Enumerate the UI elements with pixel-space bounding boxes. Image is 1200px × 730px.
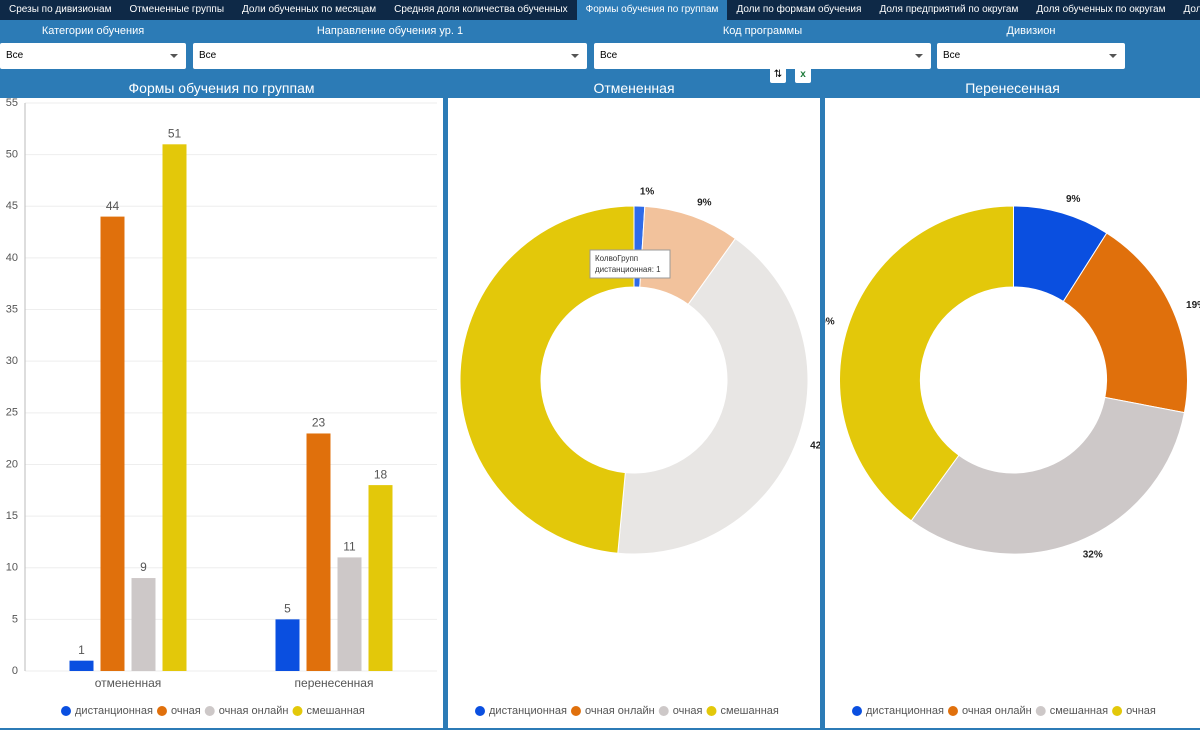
legend-marker: [475, 706, 485, 716]
data-label: 1%: [640, 187, 655, 198]
legend-marker: [61, 706, 71, 716]
y-tick-label: 25: [6, 407, 18, 419]
sort-button[interactable]: ⇅: [770, 67, 786, 83]
data-label: 40%: [825, 317, 835, 328]
donut-slice: [459, 205, 635, 554]
panel: 9% 19% 32% 40% дистанционная очная онлайн смеш…: [825, 98, 1200, 728]
legend-marker: [706, 706, 717, 716]
y-tick-label: 50: [6, 149, 18, 161]
data-label: 9%: [697, 198, 712, 209]
tooltip-title: КолвоГрупп: [595, 254, 638, 263]
y-tick-label: 10: [6, 562, 18, 574]
legend-label: дистанционная: [489, 705, 567, 717]
data-label: 5: [284, 602, 291, 616]
filter-label: Направление обучения ур. 1: [316, 25, 464, 37]
y-tick-label: 30: [6, 355, 18, 367]
filter-select[interactable]: Все: [937, 43, 1125, 69]
legend-marker: [658, 706, 669, 716]
data-label: 18: [374, 467, 388, 481]
bar: [368, 485, 393, 671]
data-label: 1: [78, 643, 85, 657]
excel-button[interactable]: x: [795, 67, 811, 83]
chart: 1% 9% 42% дистанционная очная онлайн очная сме…: [459, 187, 820, 717]
panel-title: Формы обучения по группам: [128, 80, 315, 96]
tab[interactable]: Средняя доля количества обученных: [394, 4, 568, 15]
bar: [69, 660, 94, 671]
data-label: 42%: [810, 440, 820, 451]
legend-marker: [852, 706, 862, 716]
tab[interactable]: Доли по формам обучения: [736, 4, 862, 15]
y-tick-label: 55: [6, 98, 18, 109]
chart: 0 5 10 15 20 25 30 35 40 45 50 55 отмененная 1 44 9 51 пе…: [6, 98, 437, 717]
tab[interactable]: Доля очников относите: [1183, 4, 1200, 15]
y-tick-label: 35: [6, 303, 18, 315]
legend-marker: [292, 706, 303, 716]
tab[interactable]: Доля обученных по округам: [1036, 4, 1166, 15]
bar: [337, 557, 362, 671]
data-label: 23: [312, 416, 326, 430]
filter-select[interactable]: Все: [594, 43, 931, 69]
legend-label: смешанная: [307, 705, 365, 717]
donut-slice: [1062, 232, 1188, 414]
tab[interactable]: Срезы по дивизионам: [9, 4, 112, 15]
legend-label: очная онлайн: [219, 705, 289, 717]
legend-label: дистанционная: [75, 705, 153, 717]
tab[interactable]: Отмененные группы: [129, 4, 225, 15]
donut-slice: [910, 396, 1186, 555]
data-label: 51: [168, 126, 182, 140]
filter-select[interactable]: Все: [0, 43, 186, 69]
y-tick-label: 45: [6, 200, 18, 212]
tooltip-box: [589, 249, 671, 279]
legend-label: очная: [171, 705, 201, 717]
legend-marker: [1035, 706, 1046, 716]
legend-label: смешанная: [1050, 705, 1108, 717]
y-tick-label: 5: [12, 613, 18, 625]
tooltip-text: дистанционная: 1: [595, 265, 661, 274]
legend-marker: [204, 706, 215, 716]
bar: [162, 144, 187, 671]
tab[interactable]: Доля предприятий по округам: [879, 4, 1019, 15]
data-label: 11: [343, 540, 356, 554]
panel: 0 5 10 15 20 25 30 35 40 45 50 55 отмененная 1 44 9 51 пе…: [0, 98, 443, 728]
tab[interactable]: Доли обученных по месяцам: [242, 4, 377, 15]
data-label: 19%: [1186, 300, 1200, 311]
tab[interactable]: Формы обучения по группам: [576, 0, 728, 20]
donut-slice: [617, 237, 809, 555]
legend-label: дистанционная: [866, 705, 944, 717]
bar: [131, 578, 156, 671]
bar: [275, 619, 300, 671]
x-tick-label: отмененная: [95, 676, 162, 690]
panel-title: Перенесенная: [965, 80, 1060, 96]
filter-label: Дивизион: [1006, 25, 1056, 37]
legend-label: очная онлайн: [585, 705, 655, 717]
y-tick-label: 20: [6, 458, 18, 470]
legend-marker: [1112, 706, 1123, 716]
legend-marker: [570, 706, 581, 716]
data-label: 32%: [1083, 549, 1103, 560]
donut-slice: [839, 205, 1014, 522]
y-tick-label: 40: [6, 252, 18, 264]
y-tick-label: 0: [12, 665, 18, 677]
bar: [306, 433, 331, 671]
legend-label: очная онлайн: [962, 705, 1032, 717]
tab-bar: Срезы по дивизионам Отмененные группы Доли…: [0, 0, 1200, 20]
data-label: 9%: [1066, 194, 1081, 205]
legend-marker: [156, 706, 167, 716]
legend-label: очная: [673, 705, 703, 717]
legend-label: смешанная: [721, 705, 779, 717]
filter-select[interactable]: Все: [193, 43, 587, 69]
panel-title: Отмененная: [593, 80, 675, 96]
panel: 1% 9% 42% дистанционная очная онлайн очная сме…: [448, 98, 820, 728]
x-tick-label: перенесенная: [295, 676, 374, 690]
data-label: 9: [140, 560, 147, 574]
data-label: 44: [106, 199, 120, 213]
legend-marker: [947, 706, 958, 716]
chart: 9% 19% 32% 40% дистанционная очная онлайн смеш…: [825, 194, 1200, 717]
filter-label: Код программы: [722, 25, 803, 37]
filter-label: Категории обучения: [41, 25, 145, 37]
bar: [100, 216, 125, 671]
legend-label: очная: [1126, 705, 1156, 717]
y-tick-label: 15: [6, 510, 18, 522]
